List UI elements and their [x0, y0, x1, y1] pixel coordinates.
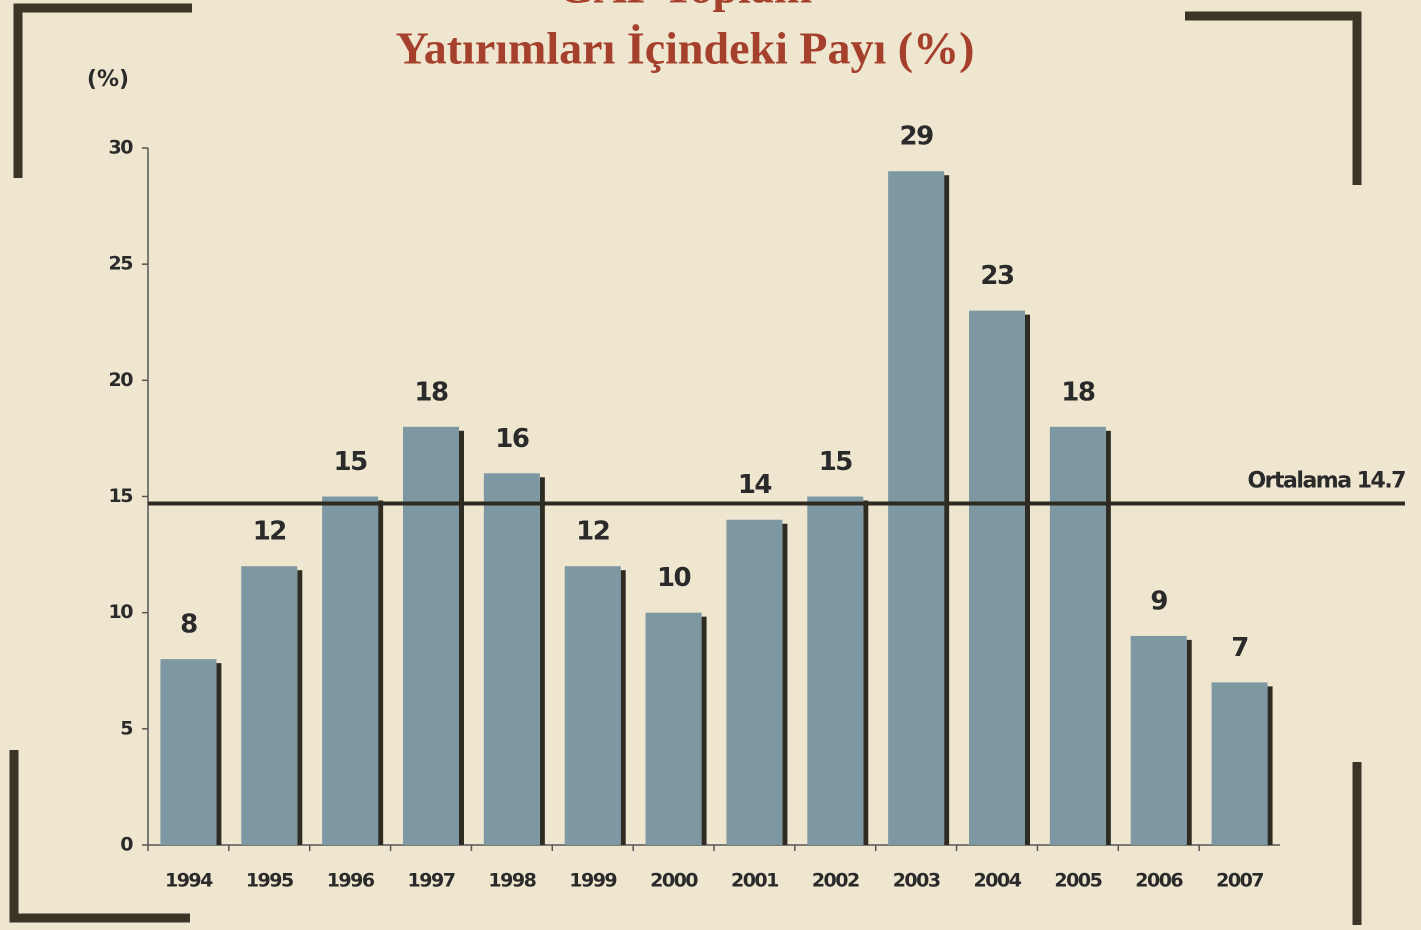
value-label: 10 [657, 563, 691, 593]
bar [322, 496, 379, 845]
corner-brackets [9, 3, 1362, 925]
value-label: 18 [414, 377, 448, 407]
bar [888, 171, 945, 845]
y-tick-label: 0 [120, 834, 133, 856]
bar [807, 496, 864, 845]
bar [645, 612, 702, 845]
y-axis-label: (%) [87, 67, 129, 92]
value-label: 8 [180, 610, 197, 640]
bar [483, 473, 540, 845]
bar-shadow [1105, 430, 1111, 845]
x-tick-label: 2004 [974, 870, 1022, 892]
bar-shadow [1186, 639, 1192, 845]
x-tick-label: 2005 [1054, 870, 1101, 892]
average-label: Ortalama 14.7 [1247, 468, 1405, 493]
x-tick-label: 1997 [408, 870, 455, 892]
value-label: 15 [334, 447, 368, 477]
bar [1130, 635, 1187, 845]
bar-shadow [782, 523, 788, 845]
value-label: 14 [738, 470, 772, 500]
value-label: 29 [900, 122, 934, 152]
y-tick-label: 10 [109, 601, 134, 623]
x-tick-label: 1998 [488, 870, 536, 892]
bar [1211, 682, 1268, 845]
bar-shadow [297, 570, 303, 845]
value-label: 15 [819, 447, 853, 477]
y-tick-label: 20 [109, 369, 134, 391]
x-tick-label: 1999 [569, 870, 616, 892]
bar-shadow [378, 500, 384, 845]
bar-shadow [1267, 686, 1273, 845]
bar [969, 310, 1025, 846]
x-tick-label: 2007 [1216, 870, 1263, 892]
bar-shadow [701, 616, 707, 845]
y-tick-label: 30 [109, 137, 134, 159]
value-label: 12 [253, 517, 286, 547]
bar [564, 566, 621, 845]
bar-shadow [863, 500, 869, 845]
bar-shadow [459, 430, 464, 845]
bar [403, 426, 459, 845]
x-tick-label: 2001 [731, 870, 778, 892]
x-tick-label: 1995 [246, 870, 293, 892]
x-tick-label: 1996 [327, 870, 375, 892]
value-label: 9 [1150, 586, 1167, 616]
value-label: 18 [1061, 377, 1095, 407]
bar-shadow [539, 477, 545, 845]
value-label: 16 [495, 424, 529, 454]
y-tick-label: 25 [109, 253, 133, 275]
chart-title: GAP Toplam [558, 0, 812, 13]
bar-shadow [620, 570, 626, 845]
value-label: 7 [1231, 633, 1248, 663]
bar [726, 519, 783, 845]
x-tick-label: 2003 [893, 870, 940, 892]
x-tick-label: 1994 [165, 870, 213, 892]
bar [1049, 426, 1106, 845]
value-label: 12 [576, 517, 609, 547]
x-tick-label: 2002 [812, 870, 859, 892]
bar [160, 659, 217, 845]
bar-shadow [944, 175, 950, 845]
y-tick-label: 15 [109, 485, 133, 507]
x-tick-label: 2000 [650, 870, 698, 892]
x-tick-label: 2006 [1135, 870, 1183, 892]
bar [241, 566, 298, 845]
bar-shadow [216, 663, 222, 845]
y-tick-label: 5 [120, 717, 132, 739]
chart-title: Yatırımları İçindeki Payı (%) [396, 23, 975, 74]
bar-shadow [1025, 314, 1030, 846]
value-label: 23 [980, 261, 1014, 291]
